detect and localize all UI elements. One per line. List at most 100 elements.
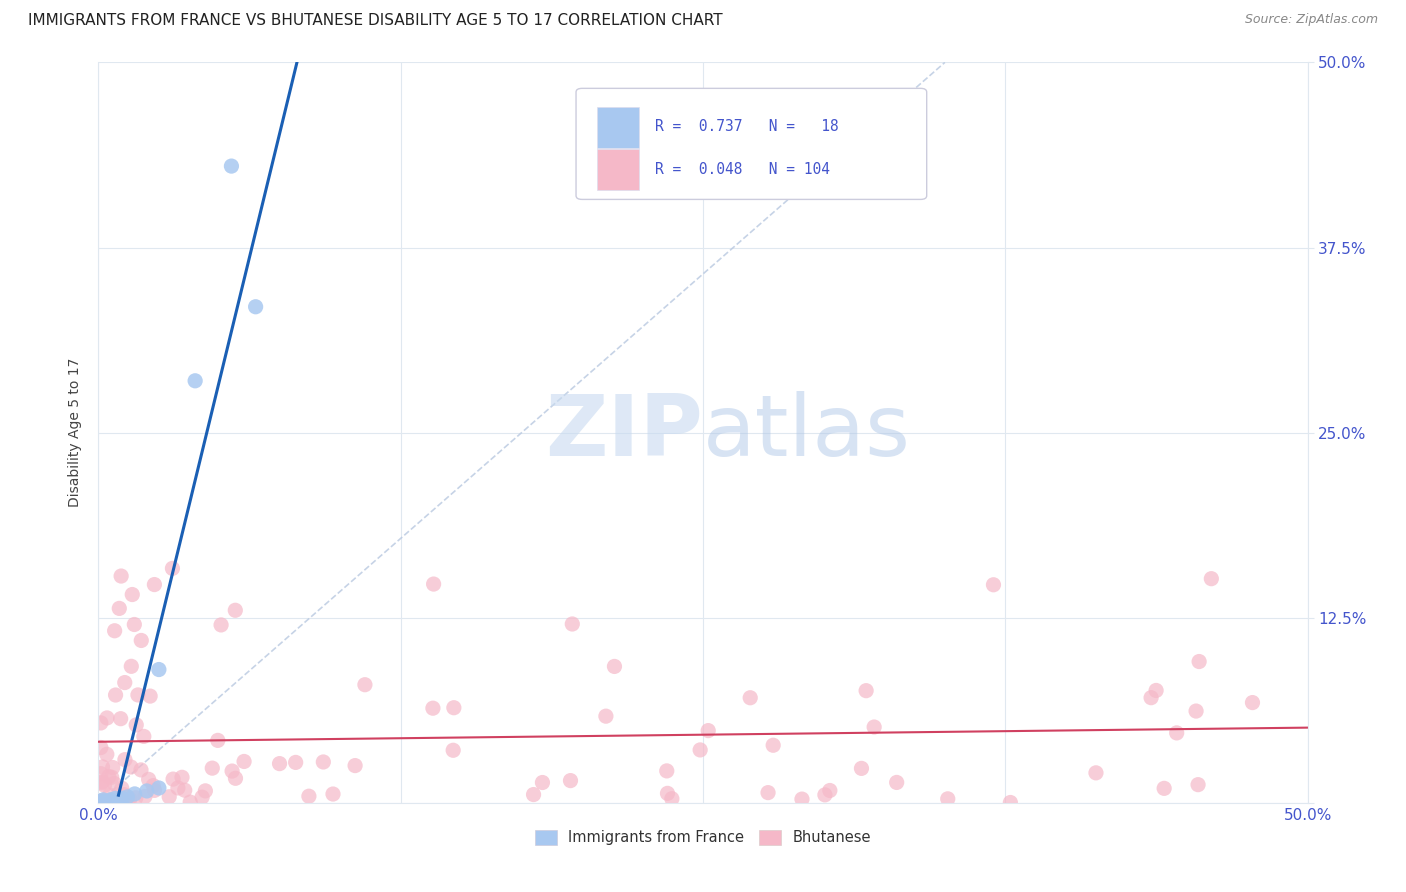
Point xyxy=(298,789,321,804)
Point xyxy=(284,756,307,770)
Point xyxy=(936,792,959,806)
Point xyxy=(111,781,134,796)
Point xyxy=(184,374,207,388)
Point xyxy=(110,712,132,726)
Point xyxy=(1140,690,1163,705)
Point xyxy=(167,780,190,795)
Point xyxy=(561,617,583,632)
Point xyxy=(97,796,120,810)
Point xyxy=(124,787,146,801)
Point xyxy=(100,793,122,807)
Point xyxy=(312,755,335,769)
Point xyxy=(595,709,617,723)
Point xyxy=(224,603,246,617)
Point xyxy=(661,791,683,805)
Point xyxy=(117,796,139,810)
Point xyxy=(221,159,243,173)
Point xyxy=(90,793,112,807)
Point xyxy=(98,788,121,802)
Point xyxy=(191,790,214,805)
Point xyxy=(108,793,131,807)
Point xyxy=(201,761,224,775)
Point xyxy=(132,730,155,744)
Bar xyxy=(596,149,638,190)
Point xyxy=(560,773,582,788)
Point xyxy=(233,755,256,769)
Point xyxy=(1185,704,1208,718)
Point xyxy=(114,753,136,767)
Point xyxy=(207,733,229,747)
Text: atlas: atlas xyxy=(703,391,911,475)
Point xyxy=(125,790,148,805)
Point xyxy=(422,701,444,715)
Point xyxy=(94,794,117,808)
Point xyxy=(97,770,120,784)
Point xyxy=(104,624,127,638)
Point xyxy=(135,784,157,798)
Point xyxy=(91,760,114,774)
Point xyxy=(90,766,112,780)
Point xyxy=(179,795,201,809)
Point xyxy=(91,774,114,789)
Point xyxy=(1187,778,1209,792)
Text: ZIP: ZIP xyxy=(546,391,703,475)
Point xyxy=(138,772,160,787)
Point xyxy=(531,775,554,789)
Point xyxy=(143,577,166,591)
Point xyxy=(112,788,135,802)
Point xyxy=(90,715,112,730)
Point xyxy=(96,747,118,762)
Point xyxy=(143,783,166,797)
Point xyxy=(93,778,115,792)
Point xyxy=(104,688,127,702)
Point xyxy=(655,764,678,778)
Point xyxy=(818,783,841,797)
Point xyxy=(117,789,139,804)
Text: Source: ZipAtlas.com: Source: ZipAtlas.com xyxy=(1244,13,1378,27)
Point xyxy=(422,577,444,591)
Point xyxy=(101,760,124,774)
Point xyxy=(125,718,148,732)
Point xyxy=(134,789,156,804)
Point xyxy=(90,740,112,755)
Point xyxy=(209,618,232,632)
Text: R =  0.048   N = 104: R = 0.048 N = 104 xyxy=(655,162,830,178)
Point xyxy=(173,783,195,797)
Point xyxy=(1153,781,1175,796)
Point xyxy=(245,300,267,314)
Point xyxy=(162,772,184,786)
Point xyxy=(1241,696,1264,710)
Point xyxy=(740,690,762,705)
Point xyxy=(983,578,1005,592)
Point xyxy=(1188,655,1211,669)
Text: IMMIGRANTS FROM FRANCE VS BHUTANESE DISABILITY AGE 5 TO 17 CORRELATION CHART: IMMIGRANTS FROM FRANCE VS BHUTANESE DISA… xyxy=(28,13,723,29)
Point xyxy=(129,763,152,777)
Point xyxy=(851,761,873,775)
Point xyxy=(90,794,112,808)
Point xyxy=(863,720,886,734)
Point xyxy=(221,764,243,778)
Point xyxy=(129,633,152,648)
Point xyxy=(104,791,127,805)
Point xyxy=(756,786,779,800)
Point xyxy=(148,780,170,795)
Point xyxy=(790,792,813,806)
Text: R =  0.737   N =   18: R = 0.737 N = 18 xyxy=(655,120,838,135)
Point xyxy=(142,779,165,793)
Point xyxy=(103,776,125,790)
Point xyxy=(354,678,377,692)
Point xyxy=(111,791,134,805)
Point xyxy=(148,663,170,677)
Point xyxy=(269,756,291,771)
Point xyxy=(1166,726,1188,740)
Point xyxy=(224,772,246,786)
Point xyxy=(114,675,136,690)
Point xyxy=(1000,796,1022,810)
Point xyxy=(1144,683,1167,698)
Y-axis label: Disability Age 5 to 17: Disability Age 5 to 17 xyxy=(69,358,83,508)
Point xyxy=(108,601,131,615)
Point xyxy=(1201,572,1223,586)
Point xyxy=(110,569,132,583)
Point xyxy=(90,776,112,790)
Point xyxy=(107,794,129,808)
